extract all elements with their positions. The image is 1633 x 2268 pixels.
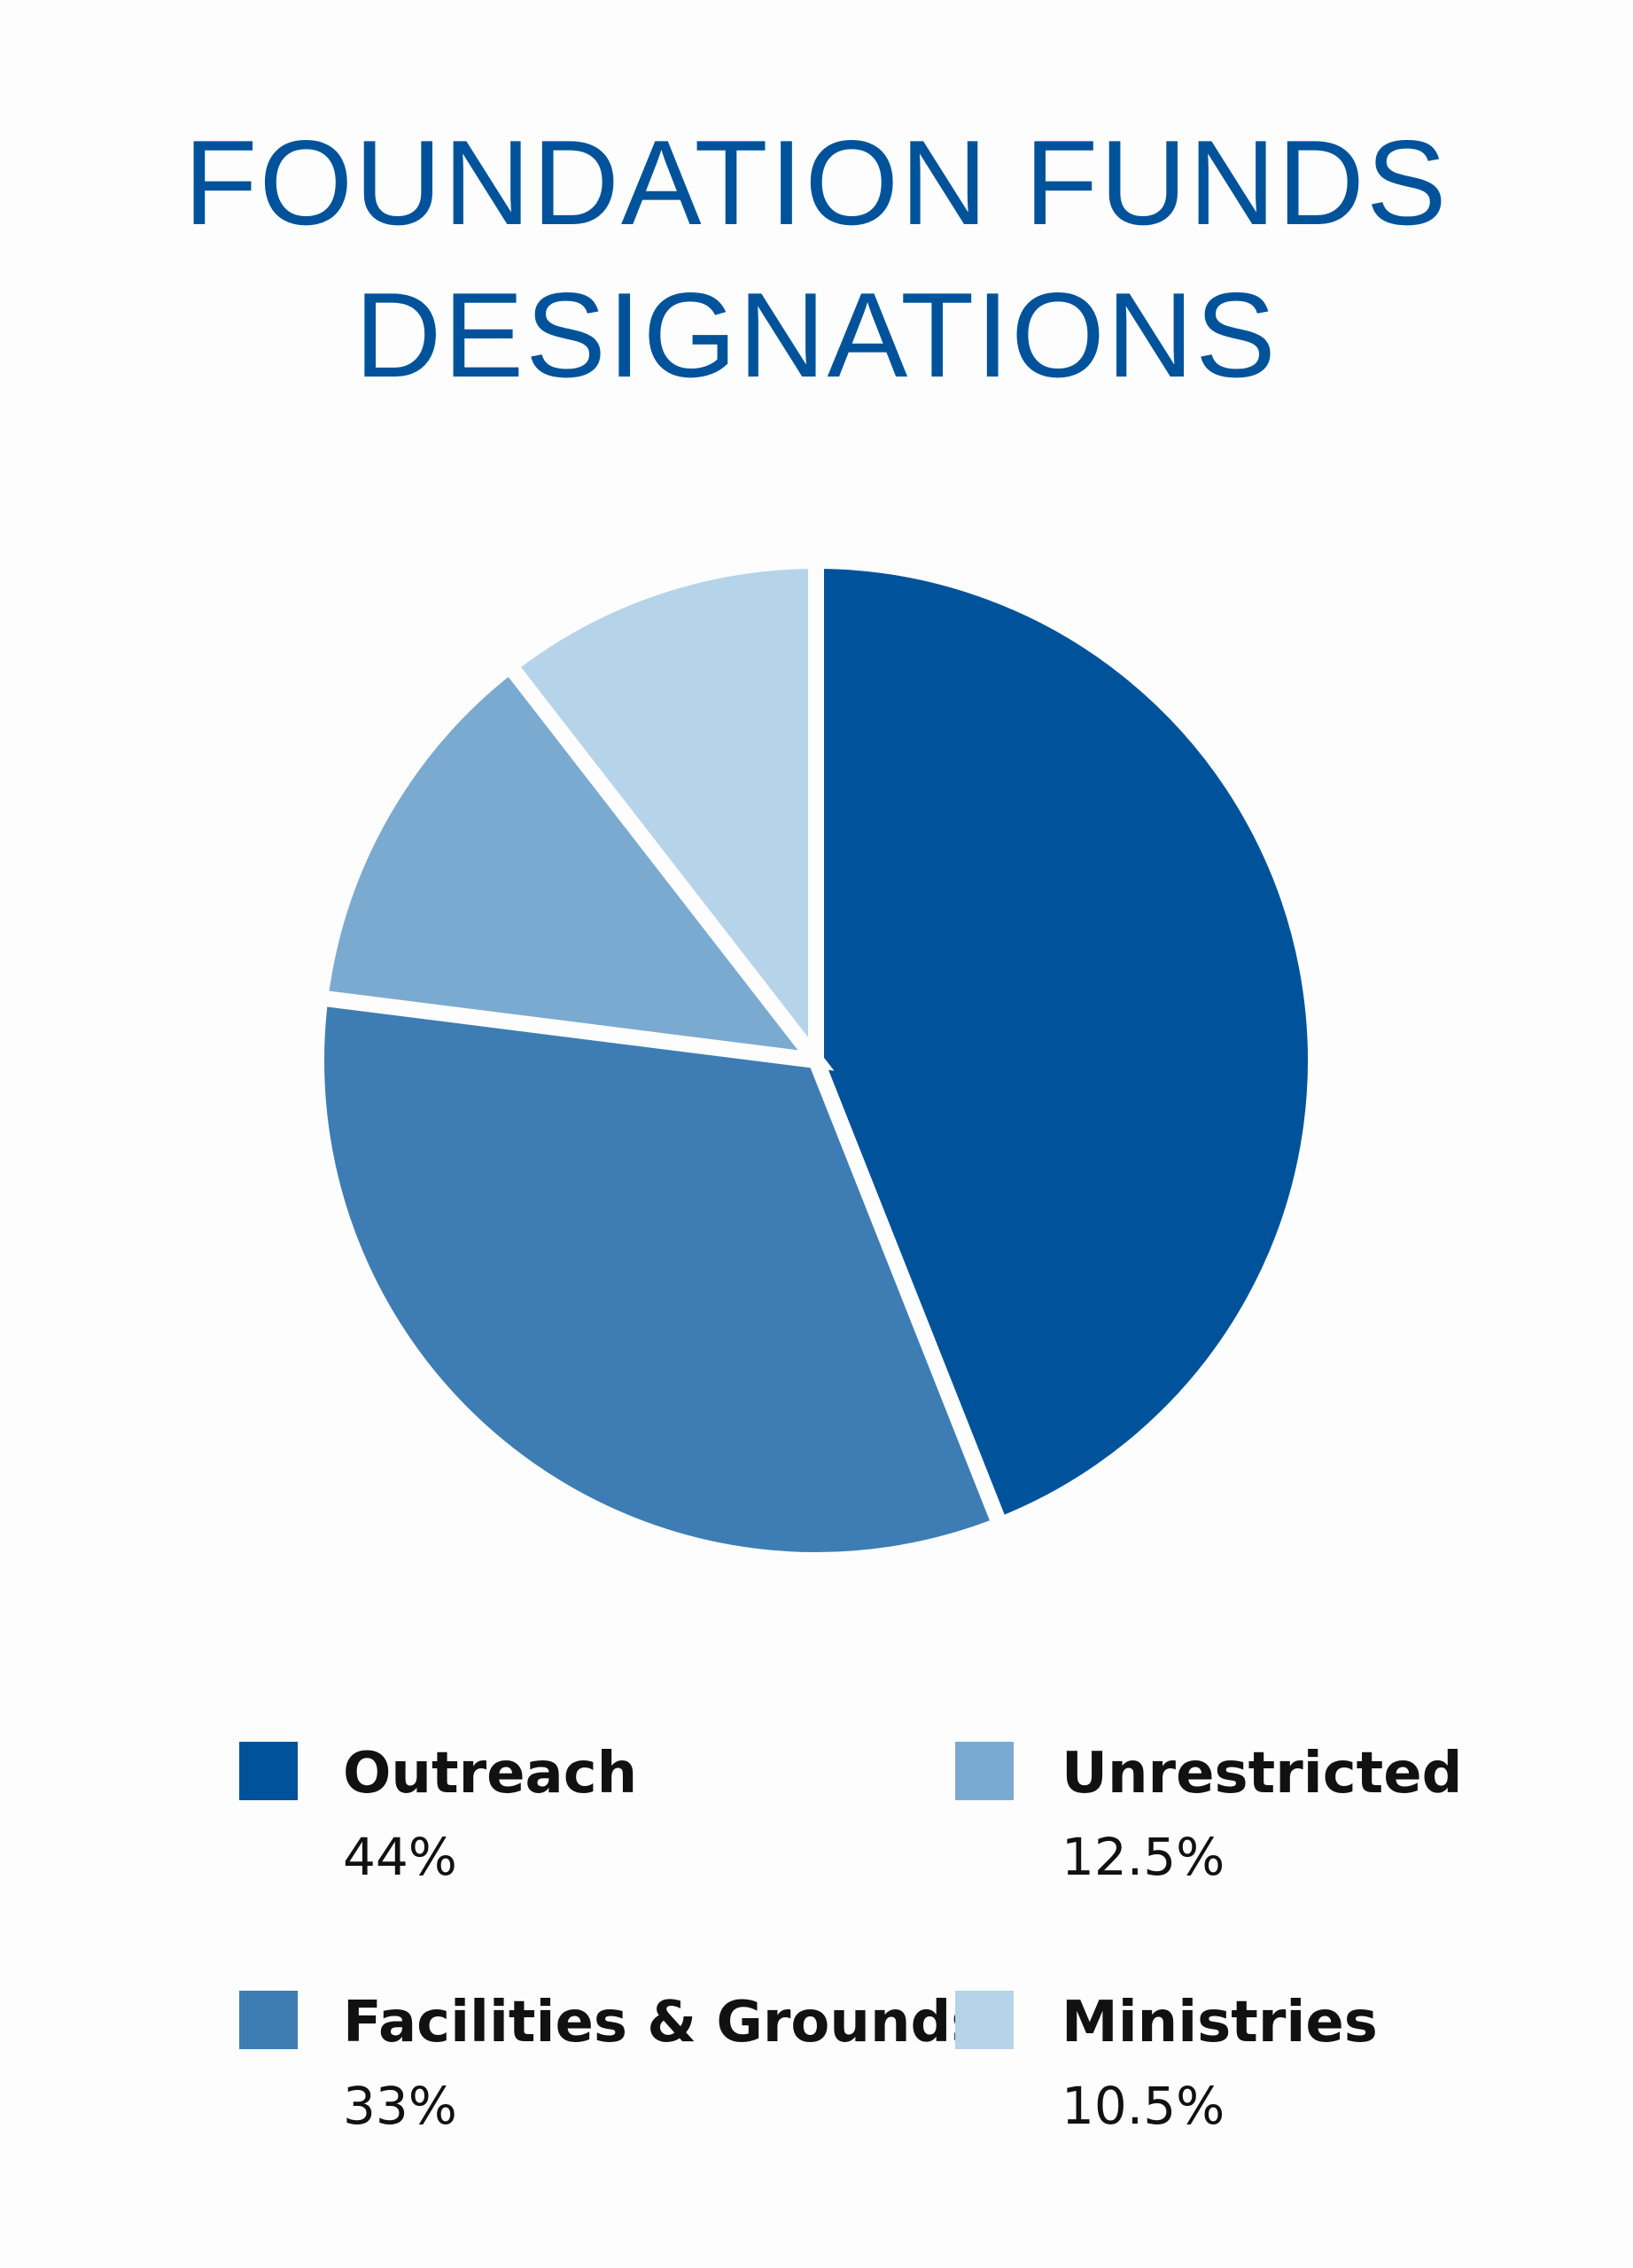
legend-swatch [239,1742,298,1800]
pie-slice [498,552,824,1084]
legend-label: Ministries [1061,1990,1378,2055]
legend-swatch [239,1991,298,2049]
legend-value: 10.5% [1061,2076,1225,2136]
pie-slice [311,654,835,1071]
legend-label: Outreach [343,1741,637,1806]
legend-value: 12.5% [1061,1827,1225,1887]
legend-label: Unrestricted [1061,1741,1462,1806]
chart-title: FOUNDATION FUNDS DESIGNATIONS [183,115,1449,402]
legend-swatch [955,1991,1014,2049]
legend-label: Facilities & Grounds [343,1990,984,2055]
pie-slice [808,552,1324,1536]
legend-swatch [955,1742,1014,1800]
legend-value: 44% [343,1827,457,1887]
legend-value: 33% [343,2076,457,2136]
pie-slice [308,989,1011,1568]
